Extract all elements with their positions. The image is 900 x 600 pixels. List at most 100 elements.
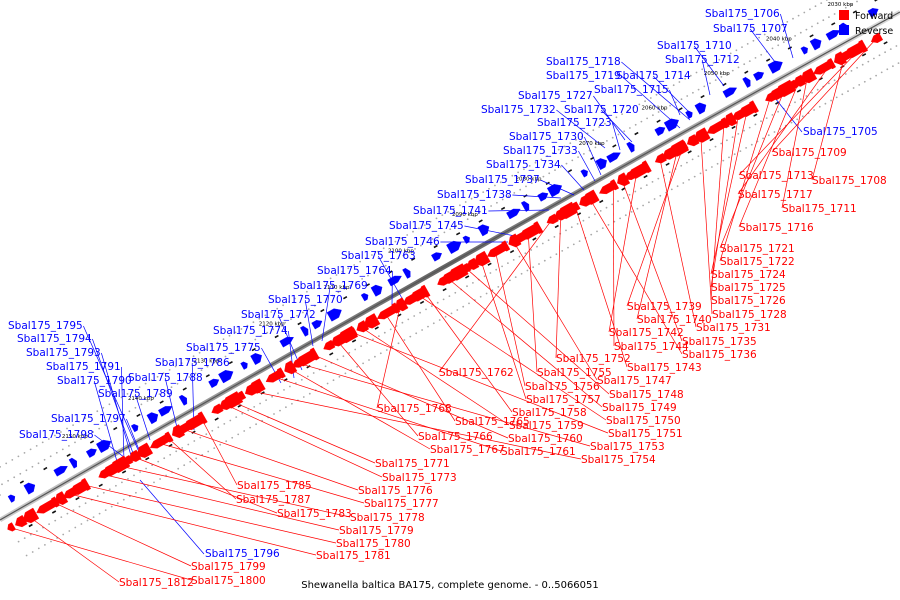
reverse-label-connector [377,255,404,301]
guide-dot [102,491,105,494]
feature-mark [731,125,736,130]
guide-dot [561,250,564,252]
guide-dot [207,450,210,453]
guide-dot [611,203,614,206]
guide-dot [180,362,183,364]
guide-dot [49,455,52,458]
guide-dot [265,399,267,401]
guide-dot [273,413,275,415]
feature-mark [113,426,118,431]
reverse-gene-arrow [370,284,383,297]
forward-gene-label: Sbal175_1749 [602,402,677,414]
guide-dot [889,48,892,50]
guide-dot [31,465,34,468]
guide-dot [187,443,190,446]
guide-dot [319,301,322,304]
guide-dot [484,208,487,211]
guide-dot [254,338,257,341]
guide-dot [385,349,388,351]
guide-dot [157,460,160,463]
reverse-gene-label: Sbal175_1763 [341,250,416,262]
guide-dot [743,63,746,66]
guide-dot [598,126,600,128]
guide-dot [108,403,111,406]
legend-forward-label: Forward [855,11,893,22]
feature-mark [374,326,379,330]
guide-dot [342,355,345,358]
feature-mark [43,466,48,471]
guide-dot [60,431,62,433]
guide-dot [485,292,488,295]
forward-gene-arrow [237,390,247,400]
guide-dot [194,372,197,375]
guide-dot [712,62,715,64]
guide-dot [300,378,303,381]
guide-dot [317,284,320,286]
guide-dot [695,71,698,74]
guide-dot [138,386,141,388]
feature-mark [159,400,164,404]
feature-mark [744,70,749,74]
feature-mark [567,169,573,173]
guide-dot [302,396,305,398]
feature-mark [351,339,357,343]
guide-dot [189,460,192,463]
feature-mark [98,483,103,487]
guide-dot [852,87,855,89]
guide-dot [37,547,40,550]
guide-dot [291,402,293,405]
guide-dot [5,462,8,465]
guide-dot [92,516,95,518]
feature-mark [621,187,626,191]
guide-dot [338,375,341,378]
guide-dot [466,285,468,288]
guide-dot [325,298,328,300]
guide-dot [444,315,447,318]
kbp-tick-label: 2110 kbp [324,285,350,291]
guide-dot [494,184,496,187]
guide-dot [60,516,63,518]
guide-dot [288,301,290,303]
guide-dot [308,392,311,395]
guide-dot [856,66,858,69]
forward-gene-arrow [7,522,16,532]
feature-mark [191,430,196,434]
guide-dot [376,250,379,253]
kbp-tick-label: 2030 kbp [827,2,853,8]
guide-dot [248,342,251,344]
guide-dot [7,479,9,482]
forward-gene-arrow [749,100,759,114]
guide-dot [541,242,544,245]
guide-dot [754,123,757,126]
reverse-gene-arrow [53,465,68,477]
guide-dot [771,47,774,50]
guide-dot [524,252,527,255]
reverse-gene-label: Sbal175_1797 [51,413,126,425]
forward-label-connector [781,77,808,209]
reverse-label-connector [693,45,725,87]
guide-dot [805,95,808,97]
reverse-label-connector [621,61,691,121]
guide-dot [617,133,620,136]
guide-dot [607,224,610,226]
forward-label-connector [118,465,351,518]
forward-gene-label: Sbal175_1743 [627,362,702,374]
feature-mark [665,162,670,166]
reverse-gene-arrow [809,38,822,51]
guide-dot [805,28,808,31]
guide-dot [792,17,794,20]
guide-dot [820,2,823,4]
forward-gene-label: Sbal175_1787 [236,494,311,506]
reverse-gene-arrow [311,320,323,330]
guide-dot [378,268,381,270]
guide-dot [145,467,148,470]
guide-dot [729,52,732,55]
guide-dot [518,255,521,258]
guide-dot [347,267,350,270]
guide-dot [557,148,560,151]
guide-dot [590,233,593,236]
guide-dot [276,307,279,310]
feature-mark [320,308,325,313]
guide-dot [213,447,216,449]
guide-dot [335,274,338,276]
